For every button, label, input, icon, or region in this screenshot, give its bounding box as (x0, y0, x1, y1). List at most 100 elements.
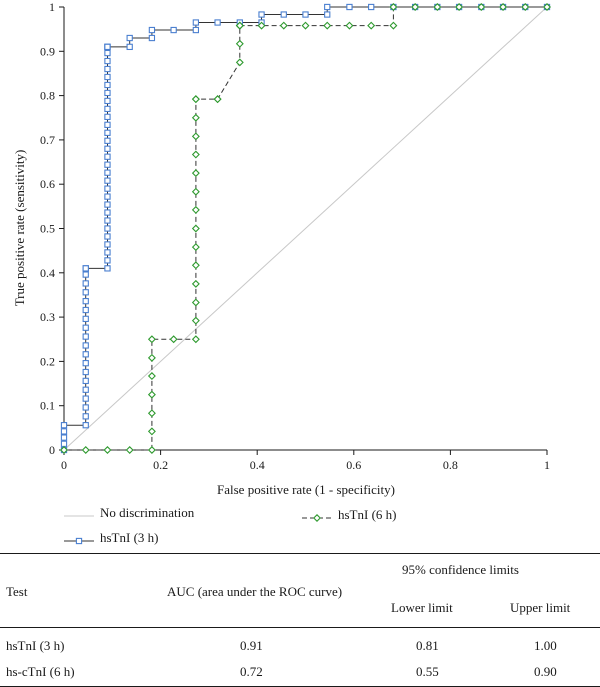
data-point (235, 39, 244, 48)
y-axis-label: True positive rate (sensitivity) (12, 150, 27, 307)
table-row-1-lower: 0.81 (416, 638, 439, 653)
data-point (191, 113, 200, 122)
data-point (104, 153, 111, 160)
data-point (126, 34, 133, 42)
data-point (191, 243, 200, 252)
data-point (60, 428, 68, 435)
table-row-2-upper: 0.90 (534, 664, 557, 679)
data-point (213, 95, 222, 104)
data-point (191, 205, 200, 214)
data-point (433, 3, 442, 11)
legend-label: hsTnI (6 h) (338, 507, 397, 522)
data-point (147, 353, 156, 362)
data-point (82, 386, 89, 393)
data-point (82, 351, 89, 358)
data-point (82, 368, 89, 376)
x-tick-label: 0.4 (250, 458, 265, 472)
data-point (82, 306, 89, 314)
data-point (104, 73, 111, 81)
data-point (82, 342, 89, 349)
table-row-1-auc: 0.91 (240, 638, 263, 653)
data-point (104, 265, 111, 272)
table-header-test: Test (6, 584, 28, 599)
data-point (313, 514, 321, 522)
data-point (192, 19, 200, 26)
y-tick-label: 0.3 (40, 310, 55, 324)
y-tick-label: 0.5 (40, 222, 55, 236)
data-point (191, 95, 200, 104)
data-point (477, 3, 486, 11)
data-point (104, 105, 111, 113)
data-point (82, 422, 89, 429)
data-point (104, 169, 111, 176)
data-point (280, 11, 287, 18)
data-point (75, 537, 83, 545)
data-point (82, 315, 89, 323)
data-point (147, 427, 156, 436)
data-point (191, 316, 200, 325)
data-point (258, 11, 265, 18)
data-point (104, 145, 111, 152)
table-top-rule (0, 553, 600, 554)
y-tick-label: 0 (49, 443, 55, 457)
data-point (104, 97, 111, 105)
legend-label: hsTnI (3 h) (100, 530, 159, 545)
data-point (104, 89, 111, 97)
data-point (192, 26, 200, 34)
legend-label: No discrimination (100, 505, 195, 520)
data-point (499, 3, 508, 11)
series-layer (60, 3, 551, 454)
x-tick-label: 0.6 (346, 458, 361, 472)
data-point (191, 335, 200, 344)
data-point (82, 289, 89, 296)
legend-item-1: No discrimination (64, 505, 195, 520)
data-point (104, 129, 111, 136)
data-point (104, 137, 111, 144)
data-point (82, 404, 89, 411)
data-point (346, 3, 353, 11)
y-tick-label: 1 (49, 0, 55, 14)
data-point (389, 21, 398, 30)
data-point (148, 34, 156, 42)
data-point (235, 58, 244, 67)
data-point (191, 169, 200, 178)
x-tick-label: 0 (61, 458, 67, 472)
data-point (521, 3, 530, 11)
data-point (60, 434, 68, 441)
data-point (191, 132, 200, 141)
data-point (104, 121, 111, 128)
data-point (214, 19, 221, 26)
data-point (82, 360, 89, 367)
data-point (104, 249, 111, 256)
table-row-2-test: hs-cTnI (6 h) (6, 664, 75, 679)
data-point (191, 187, 200, 196)
y-tick-label: 0.1 (40, 399, 55, 413)
data-point (82, 280, 89, 287)
table-row-1-test: hsTnI (3 h) (6, 638, 65, 653)
data-point (191, 298, 200, 307)
data-point (104, 257, 111, 264)
data-point (82, 333, 89, 340)
data-point (82, 324, 89, 331)
table-header-lower: Lower limit (391, 600, 453, 615)
data-point (279, 21, 288, 30)
data-point (191, 224, 200, 233)
data-point (147, 335, 156, 344)
data-point (302, 11, 309, 18)
table-header-rule (0, 627, 600, 628)
data-point (323, 21, 332, 30)
x-tick-label: 1 (544, 458, 550, 472)
table-row-2-lower: 0.55 (416, 664, 439, 679)
series-1 (63, 6, 548, 451)
data-point (147, 446, 156, 454)
legend-item-3: hsTnI (6 h) (302, 507, 397, 522)
data-point (104, 161, 111, 168)
data-point (301, 21, 310, 30)
data-point (191, 279, 200, 288)
data-point (411, 3, 420, 11)
data-point (104, 193, 111, 200)
data-point (235, 21, 244, 30)
table-header-auc: AUC (area under the ROC curve) (167, 584, 343, 599)
data-point (104, 209, 111, 216)
legend-item-2: hsTnI (3 h) (64, 530, 159, 545)
